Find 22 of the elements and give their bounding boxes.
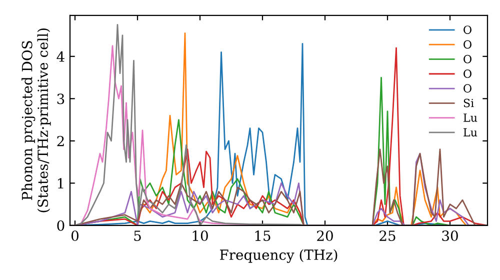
x-tick-label: 30 xyxy=(442,230,458,242)
legend-label: O xyxy=(464,70,472,78)
x-tick-label: 0 xyxy=(71,230,78,242)
legend-label: O xyxy=(464,40,472,49)
y-tick-label: 4 xyxy=(56,51,64,62)
legend-label: Lu xyxy=(464,114,478,122)
y-axis-title: Phonon projected DOS (States/THz·primitive cell) xyxy=(22,28,51,212)
legend-label: O xyxy=(464,54,472,64)
x-tick-label: 20 xyxy=(317,230,333,242)
y-tick-label: 3 xyxy=(57,94,64,104)
x-tick-label: 5 xyxy=(134,230,141,242)
x-tick-label: 10 xyxy=(192,230,208,242)
x-tick-label: 25 xyxy=(380,230,396,242)
legend-label: Si xyxy=(464,98,474,108)
x-axis-title: Frequency (THz) xyxy=(220,249,338,263)
x-tick-label: 15 xyxy=(255,230,270,242)
y-tick-label: 1 xyxy=(58,178,64,188)
legend-label: Lu xyxy=(464,128,478,136)
y-tick-label: 0 xyxy=(57,220,64,231)
y-tick-label: 2 xyxy=(57,136,64,146)
legend-label: O xyxy=(464,26,472,34)
legend-label: O xyxy=(464,84,472,93)
